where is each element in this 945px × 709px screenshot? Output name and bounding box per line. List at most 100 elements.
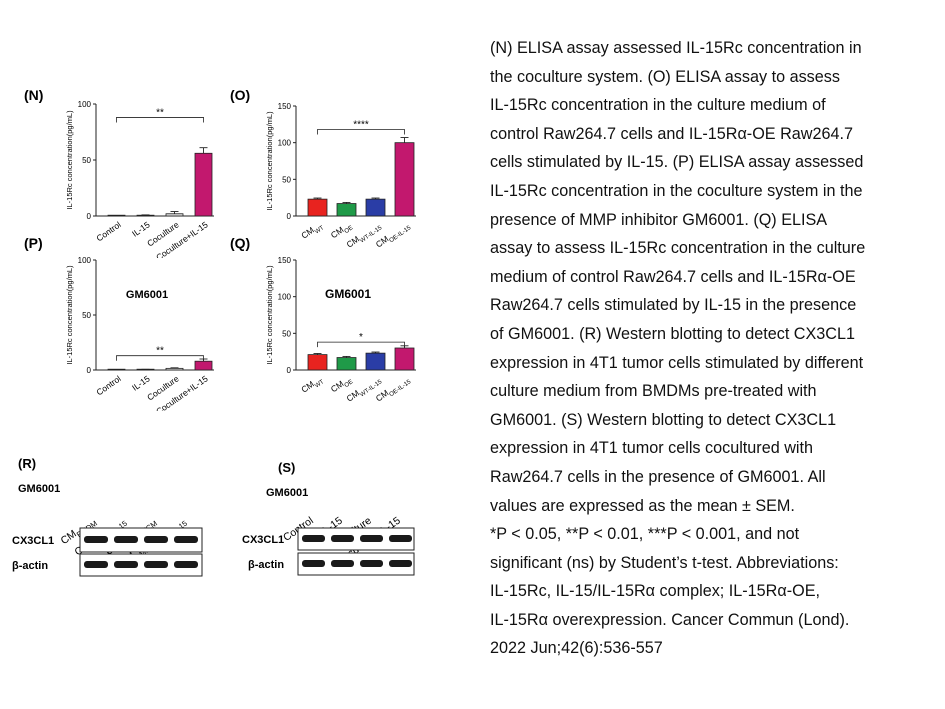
caption-line: IL-15Rc, IL-15/IL-15Rα complex; IL-15Rα-… (490, 582, 821, 601)
chart-o-y-label: IL-15Rc concentration(pg/mL) (265, 111, 274, 211)
blot-r-actin-frame (79, 553, 203, 577)
chart-q-x-tick-label-main: CM (329, 379, 346, 395)
chart-q-x-tick-label-sub: OE-IL-15 (388, 378, 413, 398)
chart-q-x-tick-label-main: CM (374, 388, 391, 404)
chart-o-bar (365, 198, 386, 217)
panel-n: (N) 0 50 100 IL-15Rc concentration(pg/mL) Con… (18, 87, 228, 262)
blot-r-band-actin (174, 561, 198, 568)
blot-s-band-cx3cl1 (389, 535, 412, 542)
caption-line: IL-15Rα overexpression. Cancer Commun (L… (490, 610, 850, 629)
blot-s-band-actin (302, 560, 325, 567)
caption-line: IL-15Rc concentration in the culture med… (490, 96, 826, 115)
blot-r-panel-label: (R) (18, 456, 36, 471)
caption-line: 2022 Jun;42(6):536-557 (490, 639, 663, 658)
blot-s-actin-frame (297, 552, 415, 576)
blot-s-band-actin (331, 560, 354, 567)
panel-q: (Q) 0 50 100 150 IL-15Rc concentration(pg/mL)… (228, 235, 448, 411)
chart-q-x-tick-label-main: CM (344, 388, 361, 404)
chart-q-significance-bracket (317, 341, 405, 348)
panel-p: (P) 0 50 100 IL-15Rc concentration(pg/mL) GM6… (18, 235, 228, 416)
chart-o-y-tick-label: 150 (278, 102, 292, 111)
blot-r: (R) GM6001 CMBMDMCMBMDM-IL-15CMBMDM-TCMC… (8, 448, 238, 588)
blot-s-band-actin (360, 560, 383, 567)
blot-r-band-actin (114, 561, 138, 568)
blot-s: (S) GM6001 ControlIL-15CocultureCocultur… (238, 448, 478, 588)
caption-line: presence of MMP inhibitor GM6001. (Q) EL… (490, 210, 828, 229)
blot-s-row-actin: β-actin (248, 559, 284, 571)
chart-o-bar (394, 142, 415, 217)
caption-line: expression in 4T1 tumor cells cocultured… (490, 439, 813, 458)
chart-n-significance-label: ** (156, 107, 164, 118)
figure-caption: (N) ELISA assay assessed IL-15Rc concent… (490, 34, 935, 663)
chart-q-bar (336, 357, 357, 371)
chart-q-inset-title: GM6001 (325, 287, 371, 301)
chart-o-y-tick-label: 0 (287, 212, 292, 221)
chart-q-x-tick-label: CMOE-IL-15 (374, 373, 413, 406)
caption-line: of GM6001. (R) Western blotting to detec… (490, 324, 855, 343)
caption-line: expression in 4T1 tumor cells stimulated… (490, 353, 864, 372)
chart-n-bar (107, 214, 126, 217)
chart-o-x-tick-label-sub: OE (343, 224, 354, 235)
caption-line: culture medium from BMDMs pre-treated wi… (490, 382, 817, 401)
blot-s-band-cx3cl1 (302, 535, 325, 542)
chart-q-significance-label: * (359, 332, 363, 343)
chart-q-y-tick-label: 50 (282, 329, 291, 338)
chart-n-y-label: IL-15Rc concentration(pg/mL) (65, 110, 74, 210)
chart-q-x-tick-label-sub: WT (314, 378, 326, 389)
chart-n-y-tick-label: 0 (87, 212, 92, 221)
caption-line: Raw264.7 cells in the presence of GM6001… (490, 467, 826, 486)
chart-q-panel-label: (Q) (230, 236, 250, 251)
chart-o-bar (307, 198, 328, 217)
chart-q-y-label: IL-15Rc concentration(pg/mL) (265, 265, 274, 365)
blot-s-treatment: GM6001 (266, 487, 308, 499)
chart-p-bar (165, 367, 184, 371)
blot-s-figure: (S) GM6001 ControlIL-15CocultureCocultur… (242, 460, 415, 576)
blot-r-band-cx3cl1 (174, 536, 198, 543)
blot-s-cx3cl1-frame (297, 527, 415, 551)
blot-r-band-cx3cl1 (144, 536, 168, 543)
caption-line: IL-15Rc concentration in the coculture s… (490, 181, 863, 200)
chart-q-bar (307, 354, 328, 371)
panel-o: (O) 0 50 100 150 IL-15Rc concentration(pg/mL)… (228, 87, 448, 258)
chart-o-significance-label: **** (353, 119, 369, 130)
chart-n-y-tick-label: 50 (82, 156, 91, 165)
chart-p-x-tick-label: Control (94, 373, 122, 397)
chart-q-x-tick-label-main: CM (299, 379, 316, 395)
caption-line: GM6001. (S) Western blotting to detect C… (490, 410, 837, 429)
chart-q-x-tick-label: CMWT (299, 373, 325, 397)
chart-n-significance-bracket (116, 117, 204, 123)
blot-r-figure: (R) GM6001 CMBMDMCMBMDM-IL-15CMBMDM-TCMC… (12, 456, 203, 577)
blot-r-row-cx3cl1: CX3CL1 (12, 535, 54, 547)
caption-line: control Raw264.7 cells and IL-15Rα-OE Ra… (490, 124, 853, 143)
chart-n-bar (194, 152, 213, 217)
chart-p-x-tick-label: IL-15 (130, 373, 152, 392)
chart-q-x-tick-label-sub: OE (343, 378, 354, 389)
chart-o-bar (336, 203, 357, 217)
chart-p-bar (194, 360, 213, 371)
caption-line: the coculture system. (O) ELISA assay to… (490, 67, 840, 86)
chart-q-y-tick-label: 150 (278, 256, 292, 265)
blot-r-treatment: GM6001 (18, 483, 60, 495)
chart-p: (P) 0 50 100 IL-15Rc concentration(pg/mL) GM6… (24, 235, 214, 416)
caption-line: values are expressed as the mean ± SEM. (490, 496, 795, 515)
chart-n-y-tick-label: 100 (78, 100, 92, 109)
blot-r-band-cx3cl1 (84, 536, 108, 543)
chart-p-panel-label: (P) (24, 236, 43, 251)
caption-line: (N) ELISA assay assessed IL-15Rc concent… (490, 39, 862, 57)
blot-s-band-cx3cl1 (360, 535, 383, 542)
blot-s-panel-label: (S) (278, 460, 295, 475)
chart-p-y-label: IL-15Rc concentration(pg/mL) (65, 265, 74, 365)
blot-r-band-cx3cl1 (114, 536, 138, 543)
caption-line: *P < 0.05, **P < 0.01, ***P < 0.001, and… (490, 525, 800, 544)
chart-o-y-tick-label: 100 (278, 139, 292, 148)
chart-o: (O) 0 50 100 150 IL-15Rc concentration(pg/mL)… (230, 87, 416, 250)
caption-line: Raw264.7 cells stimulated by IL-15 in th… (490, 296, 857, 315)
chart-q-bar (365, 352, 386, 371)
chart-p-significance-bracket (116, 355, 204, 361)
caption-line: significant (ns) by Student’s t-test. Ab… (490, 553, 839, 572)
chart-n-bar (165, 213, 184, 217)
caption-line: medium of control Raw264.7 cells and IL-… (490, 267, 856, 286)
chart-q-y-tick-label: 100 (278, 293, 292, 302)
chart-n-panel-label: (N) (24, 88, 43, 103)
